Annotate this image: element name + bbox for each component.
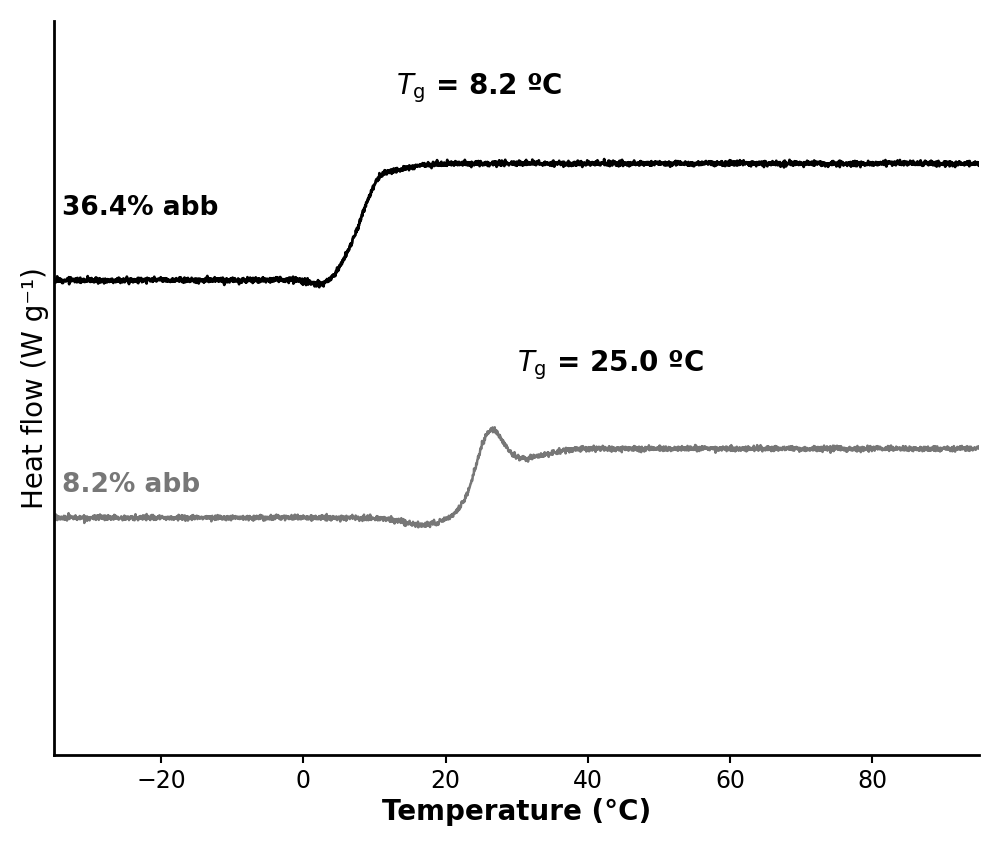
X-axis label: Temperature (°C): Temperature (°C) bbox=[382, 798, 651, 826]
Text: 8.2% abb: 8.2% abb bbox=[62, 472, 200, 498]
Text: $\mathit{T}_\mathrm{g}$ = 25.0 ºC: $\mathit{T}_\mathrm{g}$ = 25.0 ºC bbox=[517, 348, 704, 382]
Text: $\mathit{T}_\mathrm{g}$ = 8.2 ºC: $\mathit{T}_\mathrm{g}$ = 8.2 ºC bbox=[396, 71, 562, 105]
Y-axis label: Heat flow (W g⁻¹): Heat flow (W g⁻¹) bbox=[21, 267, 49, 509]
Text: 36.4% abb: 36.4% abb bbox=[62, 196, 218, 221]
